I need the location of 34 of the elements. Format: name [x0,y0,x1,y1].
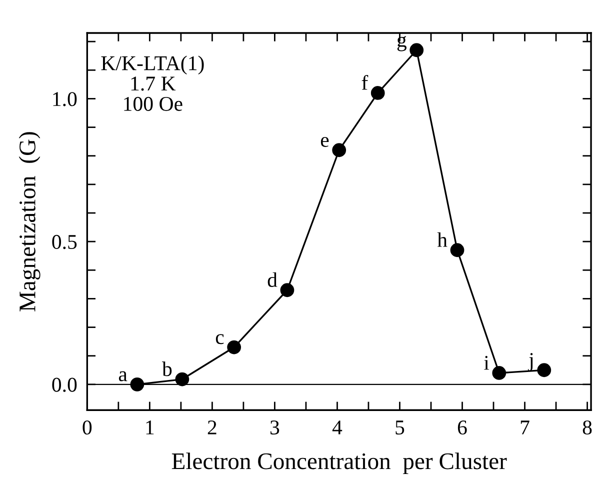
y-tick-label: 0.5 [52,234,77,250]
x-tick-label: 4 [332,420,342,434]
x-tick-label: 6 [458,420,467,435]
y-axis-title: Magnetization (G) [18,132,40,312]
x-tick-label: 1 [146,420,154,434]
point [332,143,346,158]
annotation: i [484,356,490,370]
point [227,340,242,354]
point [410,43,424,58]
y-tick-label: 1.0 [53,92,77,106]
x-tick-label: 5 [396,420,404,435]
point [175,372,190,386]
annotation: K/K-LTA(1) 1.7 K 100 Oe [101,56,204,111]
annotation: d [268,272,278,288]
point [492,366,506,380]
annotation: a [118,371,128,382]
annotation: f [362,74,368,90]
x-tick-label: 8 [582,420,592,435]
annotation: h [437,232,448,247]
point [537,363,552,378]
x-axis-title: Electron Concentration per Cluster [172,452,507,474]
y-tick-label: 0.0 [52,378,77,392]
x-tick-label: 7 [520,420,530,434]
point [370,86,385,100]
point [280,283,294,298]
x-tick-label: 2 [208,420,216,434]
point [450,243,464,258]
x-tick-label: 3 [270,420,280,435]
annotation: g [397,36,406,52]
point [130,377,144,392]
annotation: c [216,334,224,344]
x-tick-label: 0 [82,420,92,435]
annotation: e [320,136,329,148]
annotation: b [162,361,172,376]
